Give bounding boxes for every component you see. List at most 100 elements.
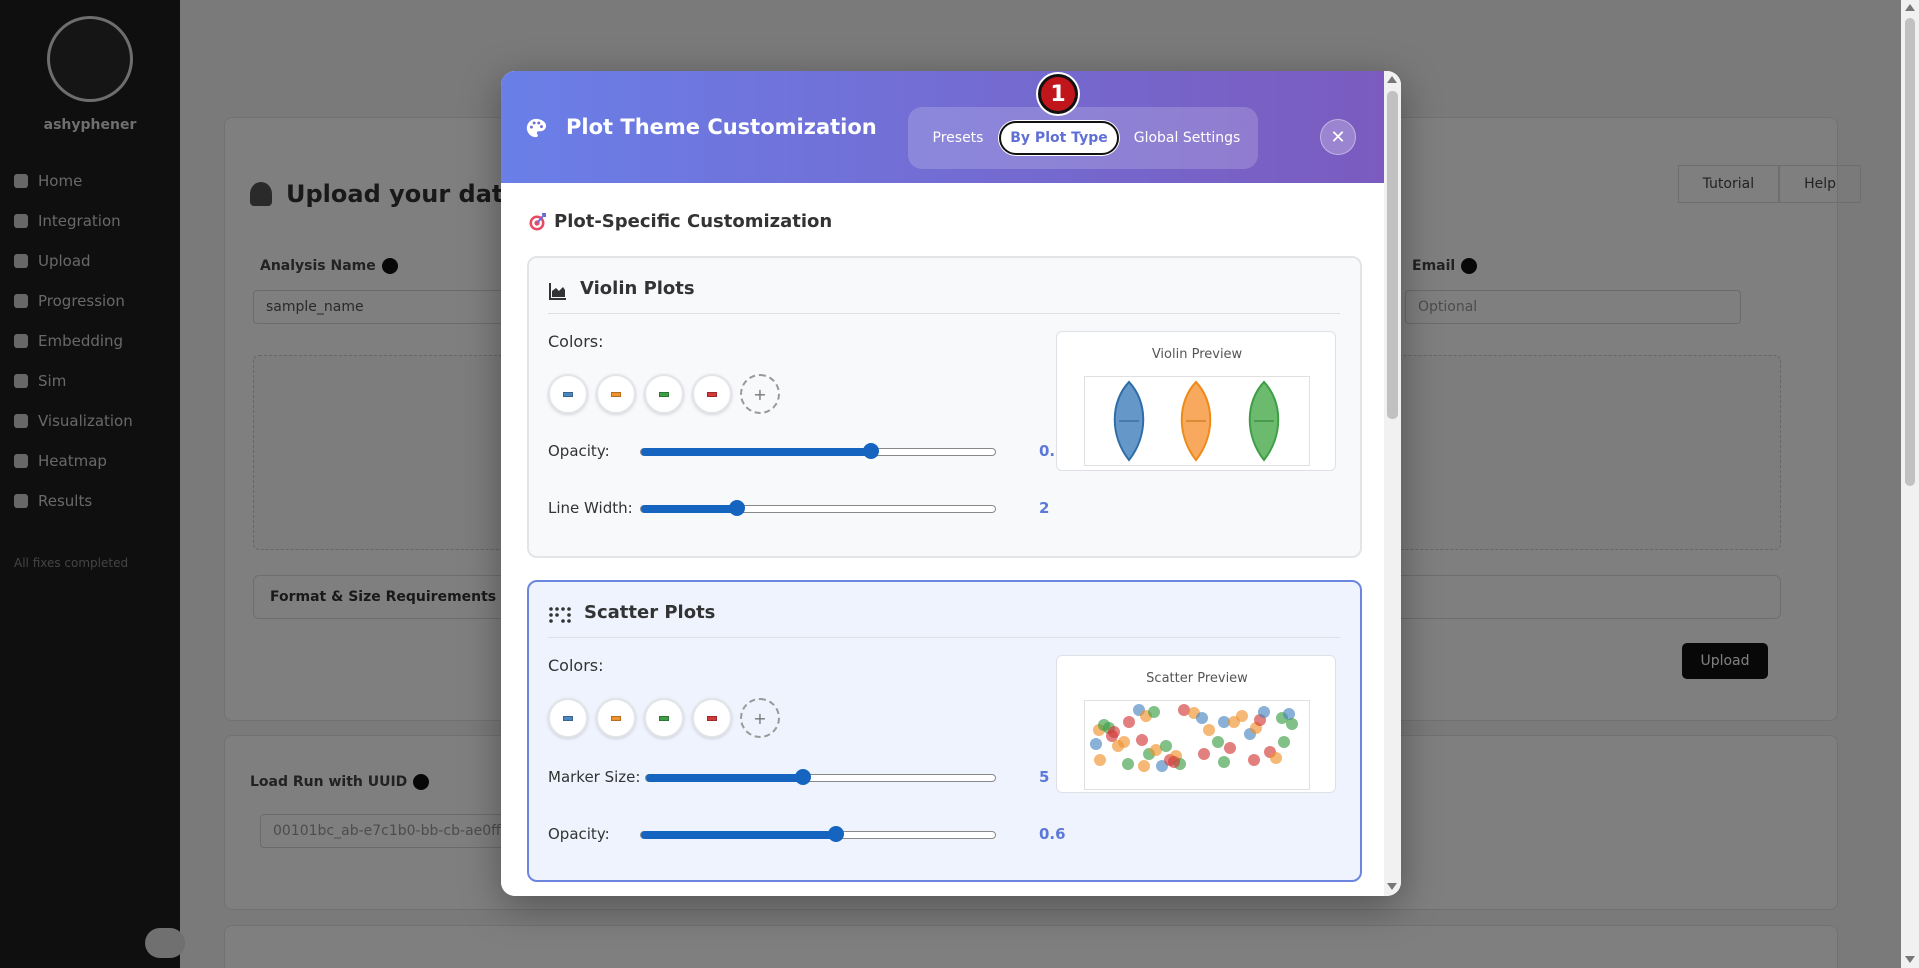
scroll-up-icon[interactable] (1387, 76, 1397, 83)
color-chip (707, 391, 717, 397)
color-chip (659, 391, 669, 397)
scatter-preview-dot (1196, 712, 1208, 724)
slider-handle[interactable] (863, 443, 880, 459)
violin-color-swatch-4[interactable] (692, 374, 732, 414)
scatter-preview-dot (1212, 736, 1224, 748)
violin-card-header: Violin Plots (548, 278, 1340, 314)
violin-line-width-label: Line Width: (548, 499, 633, 517)
scatter-color-swatch-4[interactable] (692, 698, 732, 738)
scatter-preview-dot (1106, 730, 1118, 742)
scroll-up-icon[interactable] (1905, 4, 1915, 11)
page-scrollbar[interactable] (1901, 0, 1919, 968)
color-chip (563, 715, 573, 721)
scatter-preview-dot (1270, 752, 1282, 764)
slider-handle[interactable] (728, 500, 745, 516)
violin-opacity-slider[interactable] (640, 443, 996, 459)
color-chip (611, 391, 621, 397)
scatter-preview-dot (1150, 744, 1162, 756)
scatter-opacity-label: Opacity: (548, 825, 610, 843)
tab-by-plot-type[interactable]: By Plot Type (999, 121, 1119, 155)
scatter-preview-dot (1224, 742, 1236, 754)
scatter-color-swatch-3[interactable] (644, 698, 684, 738)
slider-handle[interactable] (827, 826, 844, 842)
modal-scrollbar[interactable] (1384, 71, 1401, 896)
scatter-preview-dot (1286, 718, 1298, 730)
scatter-colors-label: Colors: (548, 656, 604, 675)
scatter-preview-dot (1148, 706, 1160, 718)
palette-icon (526, 118, 547, 138)
scatter-preview-dot (1138, 760, 1150, 772)
scatter-preview-dot (1283, 708, 1295, 720)
scatter-preview-dot (1248, 754, 1260, 766)
violin-line-width-value: 2 (1039, 499, 1050, 517)
plus-icon: + (753, 384, 767, 404)
scatter-settings-card: Scatter Plots Colors: + Marker Size: 5 O… (527, 580, 1362, 882)
scroll-down-icon[interactable] (1905, 956, 1915, 963)
close-icon: ✕ (1330, 126, 1346, 148)
scatter-opacity-value: 0.6 (1039, 825, 1066, 843)
scatter-preview-dot (1090, 738, 1102, 750)
modal-title: Plot Theme Customization (566, 115, 877, 139)
slider-fill (641, 831, 836, 839)
annotation-marker-1: 1 (1038, 74, 1078, 114)
scatter-preview-dot (1160, 740, 1172, 752)
close-button[interactable]: ✕ (1320, 119, 1356, 155)
violin-preview-title: Violin Preview (1151, 347, 1243, 362)
color-chip (707, 715, 717, 721)
scatter-preview-dot (1218, 756, 1230, 768)
modal-header: Plot Theme Customization Presets By Plot… (501, 71, 1384, 183)
scatter-preview-dot (1198, 748, 1210, 760)
scatter-marker-size-row: Marker Size: 5 (548, 762, 1050, 792)
tab-global-settings[interactable]: Global Settings (1133, 130, 1241, 146)
page-scrollbar-thumb[interactable] (1905, 18, 1915, 486)
violin-card-title: Violin Plots (580, 278, 695, 299)
modal-tabs: Presets By Plot Type Global Settings (908, 107, 1258, 169)
tab-presets[interactable]: Presets (932, 130, 984, 146)
slider-handle[interactable] (795, 769, 812, 785)
scatter-preview-dot (1094, 754, 1106, 766)
modal-body: Plot-Specific Customization 2 Violin Plo… (501, 183, 1384, 896)
target-icon (529, 212, 546, 230)
violin-color-swatch-3[interactable] (644, 374, 684, 414)
scatter-preview-dot (1122, 758, 1134, 770)
scatter-marker-size-label: Marker Size: (548, 768, 641, 786)
violin-color-swatch-1[interactable] (548, 374, 588, 414)
violin-preview-graphic (1084, 376, 1310, 466)
scatter-preview-dot (1168, 756, 1180, 768)
violin-colors-label: Colors: (548, 332, 604, 351)
slider-fill (641, 448, 872, 456)
scatter-preview-dot (1136, 734, 1148, 746)
violin-opacity-row: Opacity: 0.7 (548, 436, 1066, 466)
violin-preview: Violin Preview (1056, 331, 1336, 471)
scatter-card-header: Scatter Plots (548, 602, 1340, 638)
theme-modal: Plot Theme Customization Presets By Plot… (501, 71, 1401, 896)
scatter-preview-dot (1112, 740, 1124, 752)
scatter-preview-dot (1258, 706, 1270, 718)
scatter-add-color-button[interactable]: + (740, 698, 780, 738)
modal-scrollbar-thumb[interactable] (1387, 91, 1398, 419)
scatter-color-swatch-1[interactable] (548, 698, 588, 738)
scatter-preview-dot (1218, 716, 1230, 728)
violin-opacity-label: Opacity: (548, 442, 610, 460)
scatter-preview-dot (1203, 724, 1215, 736)
color-chip (611, 715, 621, 721)
violin-color-swatch-2[interactable] (596, 374, 636, 414)
scatter-marker-size-slider[interactable] (645, 769, 996, 785)
section-heading: Plot-Specific Customization (528, 211, 832, 232)
scatter-color-swatch-2[interactable] (596, 698, 636, 738)
slider-fill (646, 774, 804, 782)
scatter-card-title: Scatter Plots (584, 602, 716, 623)
color-chip (563, 391, 573, 397)
scatter-preview-title: Scatter Preview (1146, 671, 1248, 686)
violin-add-color-button[interactable]: + (740, 374, 780, 414)
scatter-preview-graphic (1084, 700, 1310, 790)
scatter-preview-dot (1123, 716, 1135, 728)
scatter-preview-dot (1278, 736, 1290, 748)
scatter-opacity-slider[interactable] (640, 826, 996, 842)
scatter-marker-size-value: 5 (1039, 768, 1050, 786)
color-chip (659, 715, 669, 721)
scatter-preview: Scatter Preview (1056, 655, 1336, 793)
violin-line-width-slider[interactable] (640, 500, 996, 516)
scroll-down-icon[interactable] (1387, 883, 1397, 890)
scatter-preview-dot (1178, 704, 1190, 716)
